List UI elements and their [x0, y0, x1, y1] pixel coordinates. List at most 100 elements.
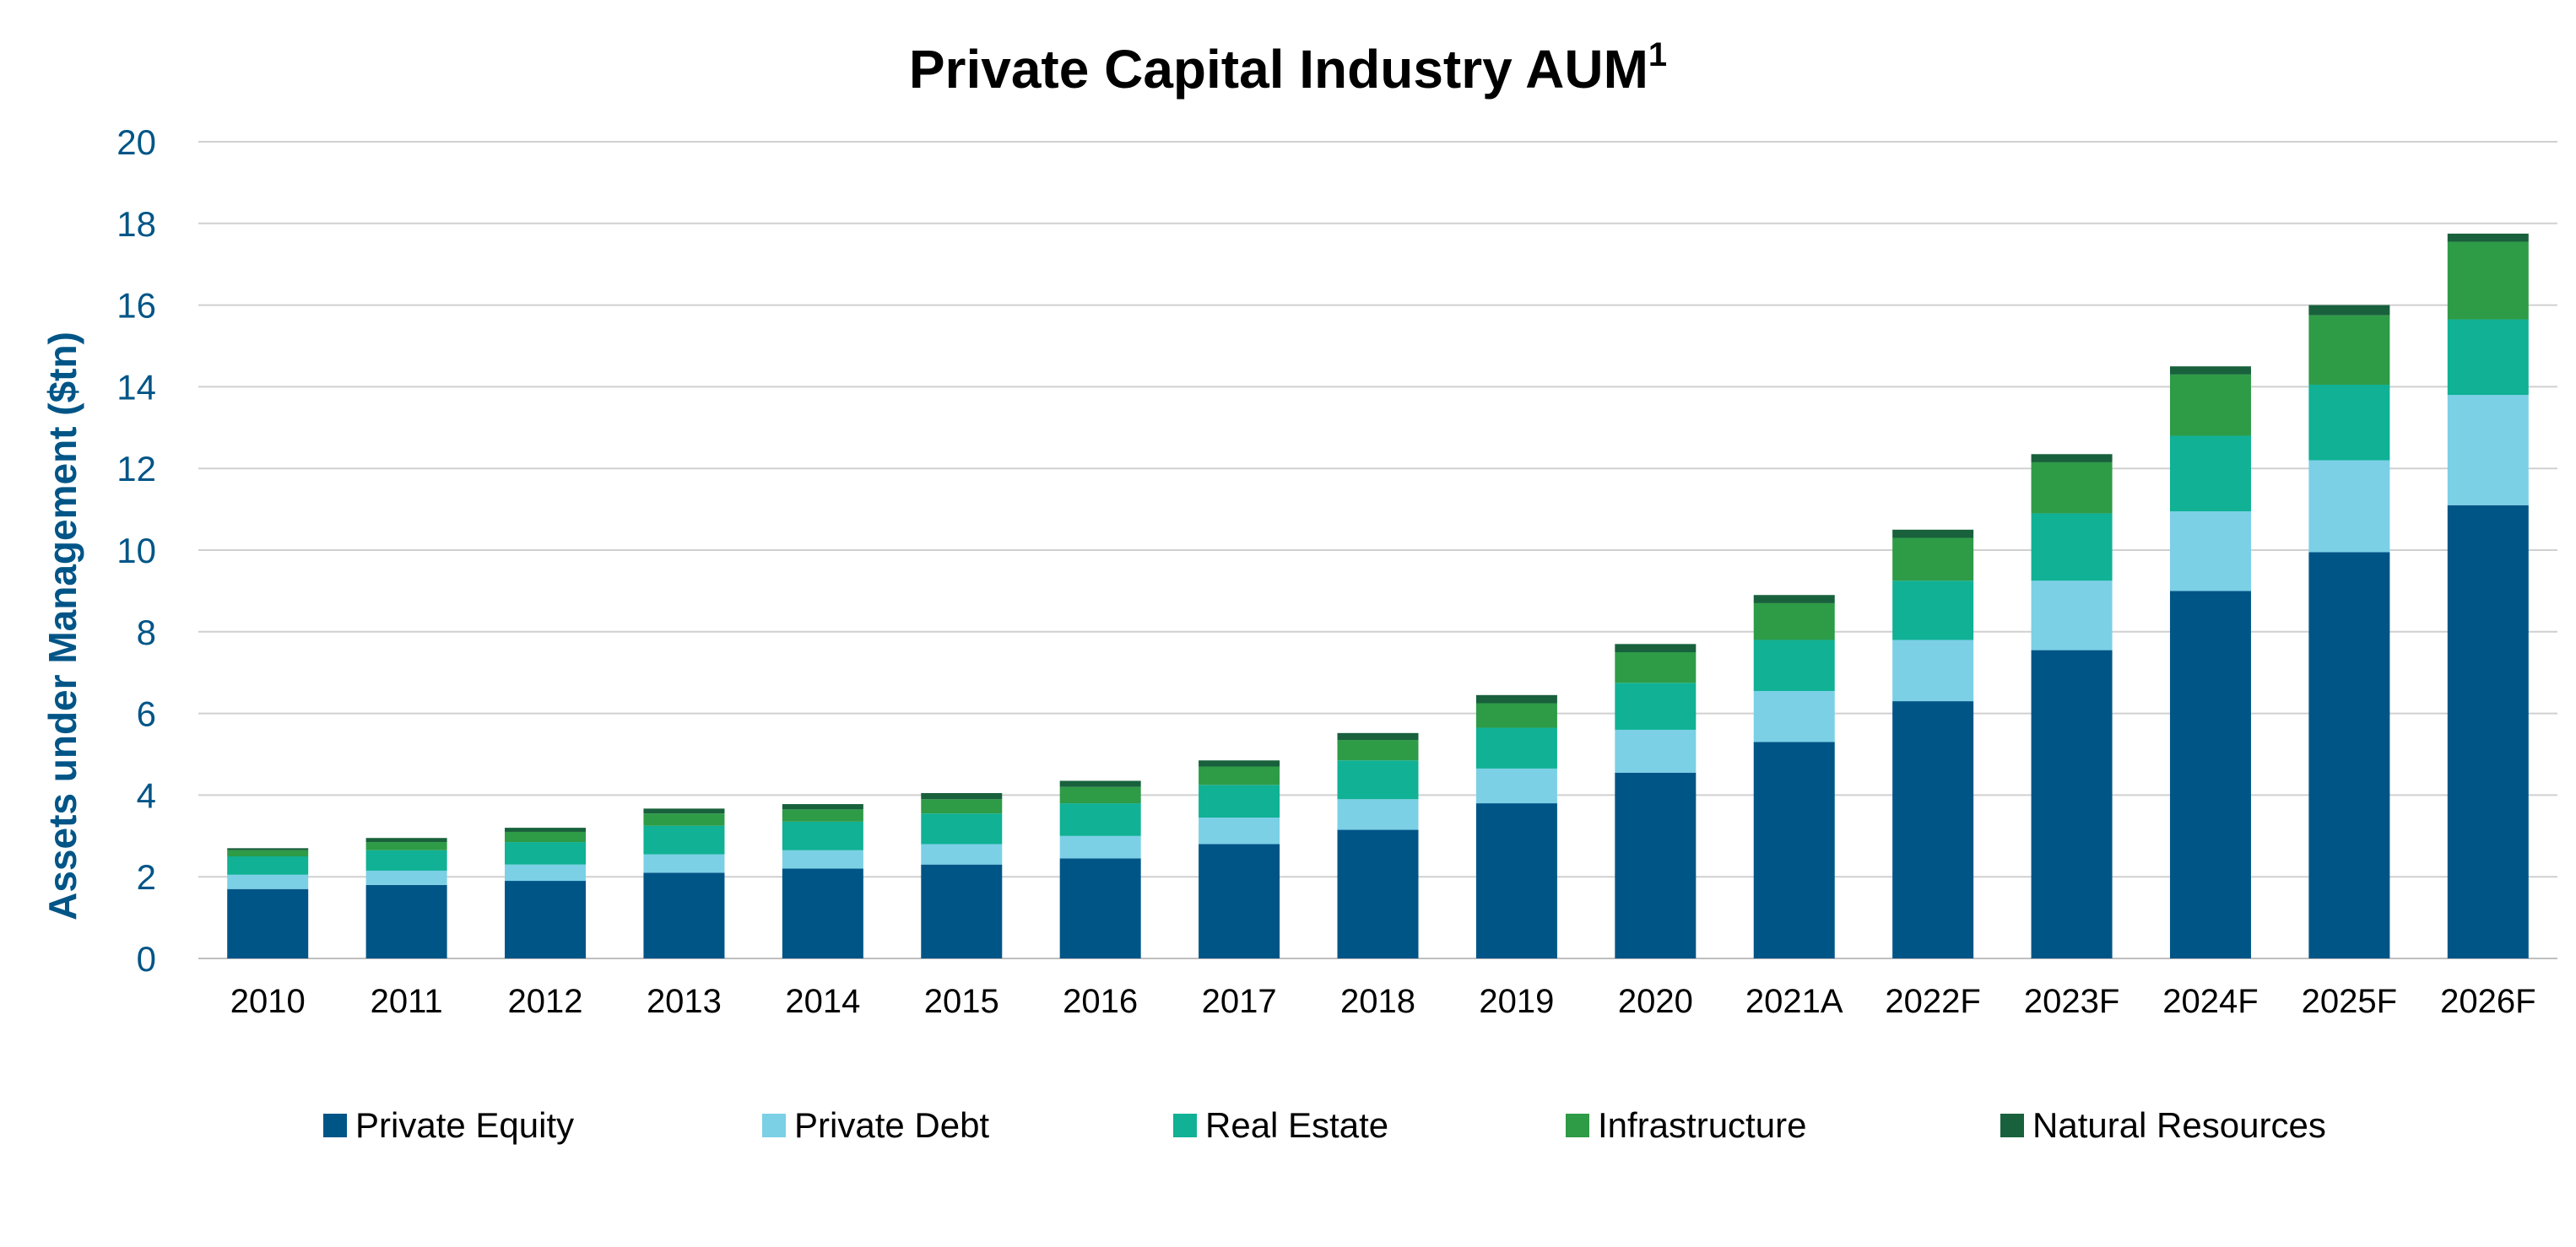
bar-segment	[1337, 740, 1419, 761]
y-tick-label: 4	[137, 775, 156, 815]
y-tick-label: 20	[116, 122, 156, 162]
x-tick-label: 2025F	[2302, 983, 2397, 1020]
legend-swatch	[1173, 1114, 1197, 1137]
bar-segment	[1337, 799, 1419, 830]
bar-segment	[1475, 694, 1557, 704]
bar-segment	[227, 856, 309, 875]
bar-segment	[2031, 454, 2113, 462]
x-tick-label: 2013	[647, 983, 722, 1020]
bar-segment	[1475, 703, 1557, 728]
x-tick-label: 2020	[1618, 983, 1693, 1020]
chart-title: Private Capital Industry AUM1	[909, 36, 1667, 100]
bar-segment	[365, 850, 447, 871]
x-tick-label: 2015	[924, 983, 999, 1020]
legend: Private Equity Private Debt Real Estate Inf…	[323, 1105, 2326, 1145]
legend-label: Natural Resources	[2032, 1105, 2326, 1145]
x-tick-label: 2011	[371, 983, 443, 1020]
y-tick-label: 2	[137, 857, 156, 897]
bar-segment	[1892, 529, 1974, 538]
bar-segment	[227, 888, 309, 958]
bar-segment	[2308, 552, 2390, 958]
bar-segment	[921, 799, 1003, 814]
bar-segment	[1753, 742, 1835, 958]
x-tick-label: 2017	[1202, 983, 1277, 1020]
y-tick-label: 6	[137, 694, 156, 734]
legend-label: Infrastructure	[1598, 1105, 1806, 1145]
bar-segment	[1615, 683, 1697, 730]
bar-segment	[2308, 305, 2390, 316]
bar-segment	[505, 828, 587, 832]
bar-segment	[505, 864, 587, 882]
bar-segment	[1059, 786, 1141, 804]
bar-segment	[921, 792, 1003, 800]
y-tick-label: 18	[116, 204, 156, 244]
x-tick-label: 2019	[1479, 983, 1554, 1020]
bar-segment	[1199, 844, 1280, 958]
bar-segment	[643, 825, 725, 855]
bar-segment	[1615, 644, 1697, 652]
y-tick-label: 14	[116, 367, 156, 407]
bar-segment	[643, 872, 725, 958]
bar-segment	[782, 804, 863, 810]
bar-segment	[1615, 772, 1697, 958]
bar-segment	[1892, 537, 1974, 581]
bar-segment	[1892, 580, 1974, 640]
bar-segment	[921, 844, 1003, 865]
x-tick-label: 2021A	[1745, 983, 1843, 1020]
bar-segment	[643, 813, 725, 826]
x-tick-label: 2022F	[1885, 983, 1980, 1020]
bar-segment	[227, 874, 309, 889]
bar-segment	[782, 821, 863, 850]
bar-segment	[2169, 366, 2251, 375]
bar-segment	[1753, 690, 1835, 742]
bar-segment	[1337, 760, 1419, 800]
bar-segment	[2169, 435, 2251, 512]
bar-segment	[2169, 591, 2251, 958]
legend-label: Private Debt	[794, 1105, 989, 1145]
bar-segment	[1753, 640, 1835, 691]
bar-segment	[1199, 766, 1280, 785]
bar-segment	[921, 864, 1003, 958]
x-tick-label: 2016	[1063, 983, 1138, 1020]
bar-segment	[505, 831, 587, 843]
bar-segment	[1059, 780, 1141, 787]
bar-segment	[1475, 803, 1557, 958]
bar-segment	[2447, 395, 2529, 505]
bar-segment	[1615, 652, 1697, 683]
bar-segment	[1059, 858, 1141, 958]
bar-segment	[643, 854, 725, 873]
chart-title-superscript: 1	[1648, 36, 1667, 73]
bar-segment	[2308, 460, 2390, 553]
bar-segment	[1059, 803, 1141, 836]
y-tick-label: 10	[116, 531, 156, 570]
x-tick-label: 2012	[508, 983, 583, 1020]
bar-segment	[2031, 462, 2113, 514]
legend-swatch	[323, 1114, 347, 1137]
bar-segment	[643, 808, 725, 814]
bar-segment	[1337, 829, 1419, 958]
x-tick-label: 2014	[785, 983, 860, 1020]
bar-segment	[2447, 241, 2529, 320]
bar-segment	[2447, 505, 2529, 958]
y-tick-label: 16	[116, 286, 156, 326]
legend-label: Real Estate	[1205, 1105, 1388, 1145]
bar-segment	[1199, 818, 1280, 845]
bar-segment	[2308, 315, 2390, 385]
bar-segment	[365, 870, 447, 885]
bar-segment	[1753, 595, 1835, 603]
bar-segment	[1199, 760, 1280, 767]
bar-segment	[505, 842, 587, 865]
legend-swatch	[1566, 1114, 1589, 1137]
bar-segment	[365, 842, 447, 850]
x-tick-label: 2024F	[2162, 983, 2258, 1020]
bar-segment	[1337, 732, 1419, 741]
bar-segment	[1475, 768, 1557, 804]
legend-swatch	[2000, 1114, 2024, 1137]
y-tick-label: 12	[116, 449, 156, 489]
bar-segment	[1475, 727, 1557, 769]
bar-segment	[2169, 511, 2251, 591]
y-axis-ticks: 0 2 4 6 8 10 12 14 16 18 20	[116, 122, 156, 979]
bar-segment	[782, 850, 863, 869]
y-tick-label: 8	[137, 613, 156, 652]
